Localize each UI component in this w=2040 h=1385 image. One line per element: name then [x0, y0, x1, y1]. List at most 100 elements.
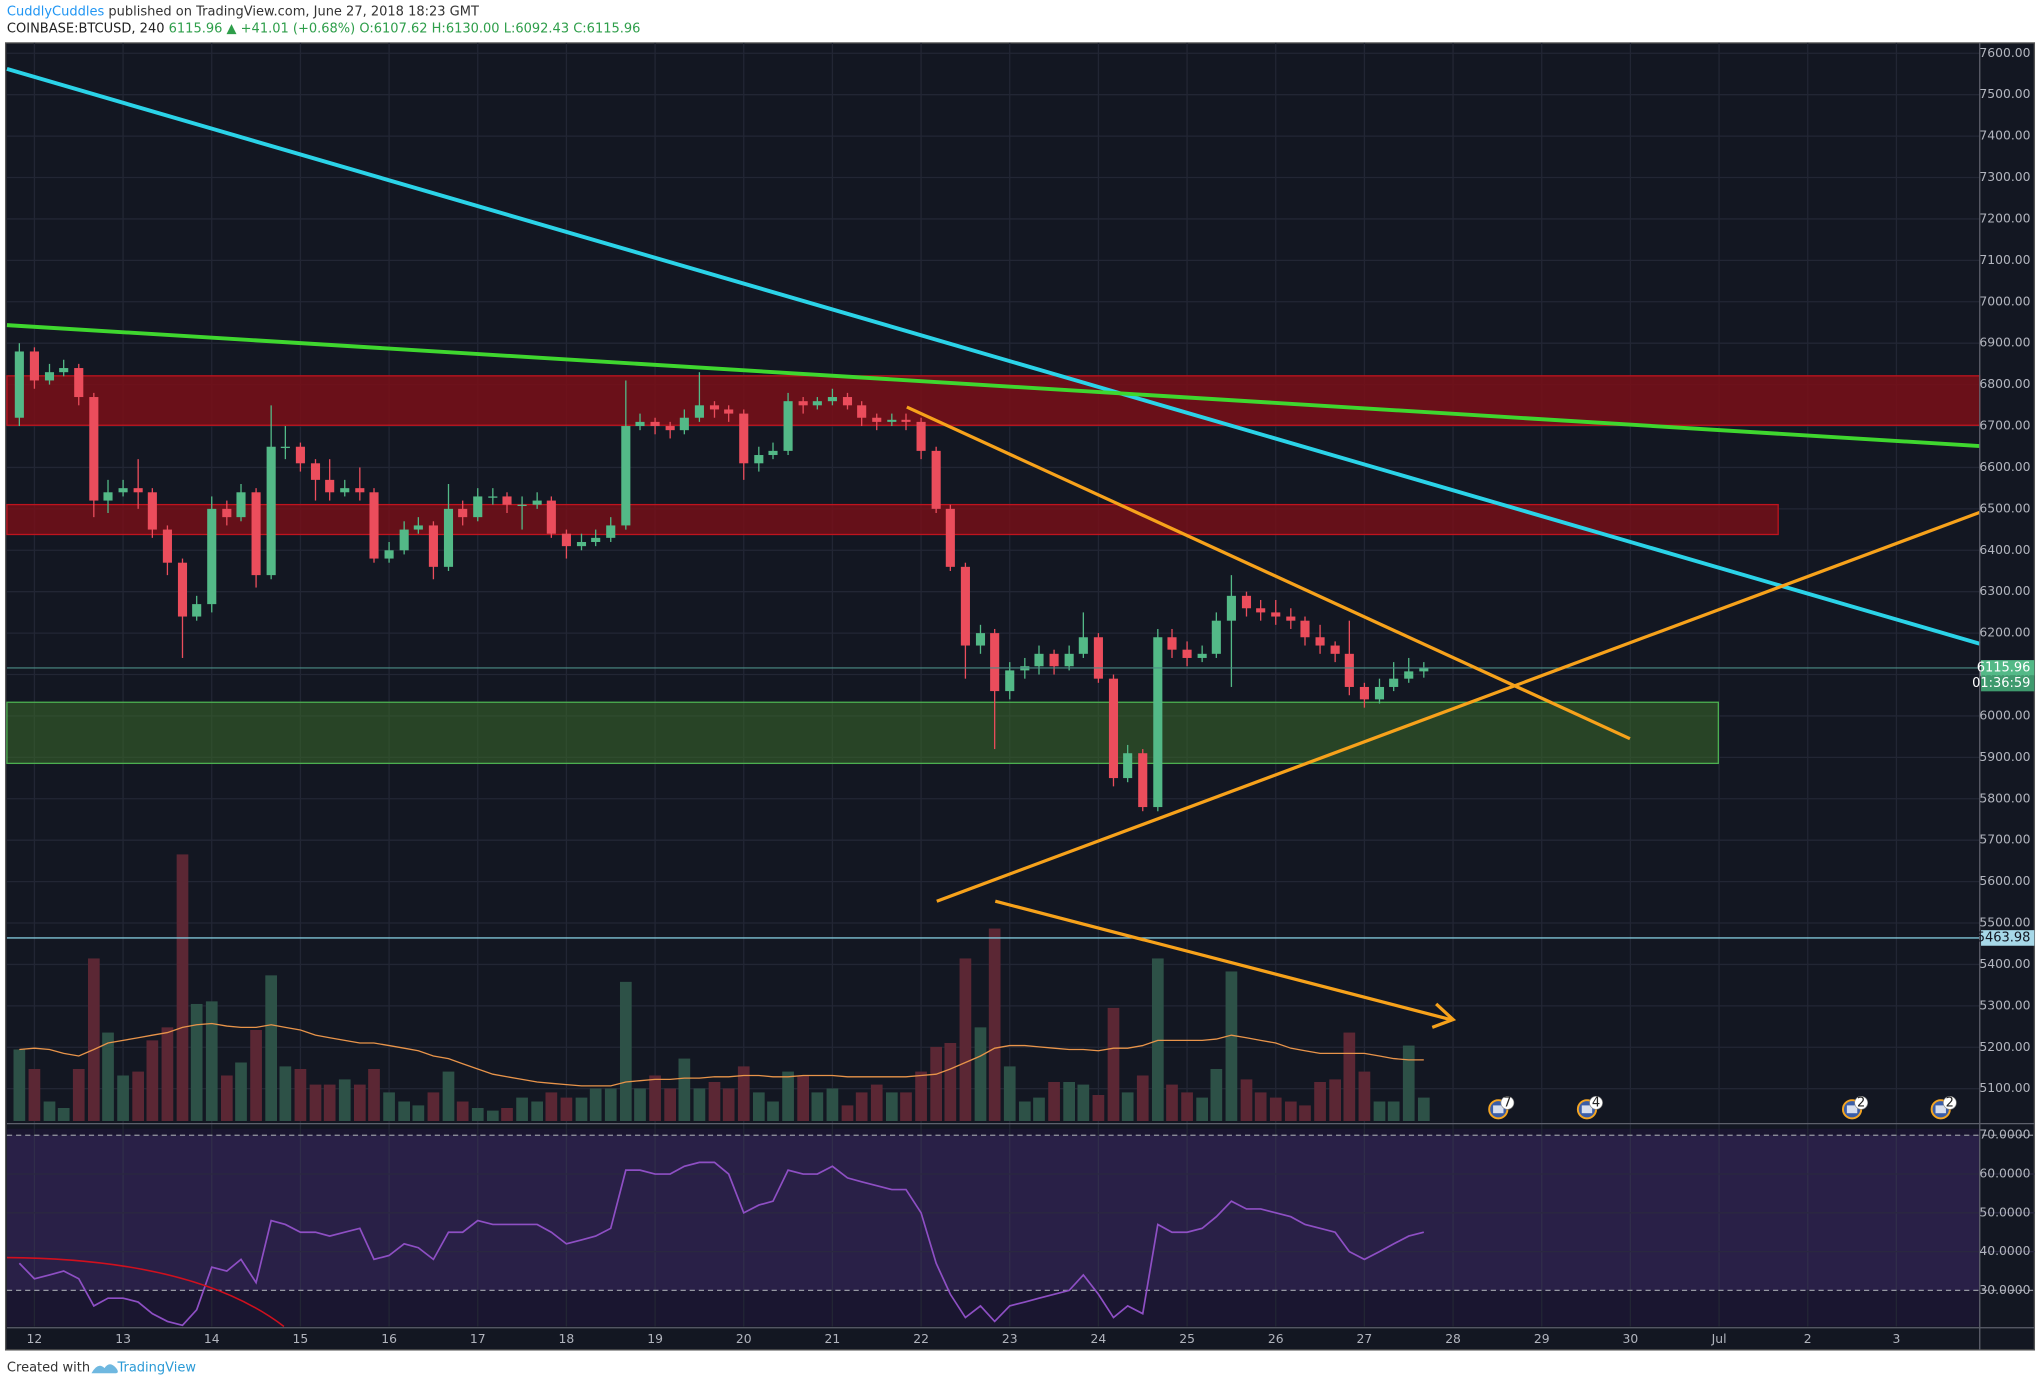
- candle-body: [606, 525, 616, 538]
- candle-body: [1153, 637, 1163, 808]
- volume-bar: [456, 1101, 469, 1122]
- x-tick-label: 23: [1002, 1332, 1018, 1346]
- volume-ma-line: [19, 1022, 1424, 1087]
- candle-body: [1359, 686, 1369, 700]
- candle-body: [1167, 637, 1177, 650]
- volume-bar: [353, 1084, 366, 1122]
- grid: [6, 42, 2035, 1327]
- candle-body: [59, 368, 69, 373]
- candle-body: [783, 401, 793, 451]
- volume-bar: [87, 958, 100, 1122]
- event-flag: [1493, 1105, 1504, 1114]
- footer: [0, 1351, 2040, 1385]
- candle-body: [340, 488, 350, 493]
- candle-body: [1182, 649, 1192, 658]
- volume-bar: [634, 1088, 646, 1122]
- volume-bar: [1358, 1071, 1371, 1122]
- ohlc: O:6107.62 H:6130.00 L:6092.43 C:6115.96: [359, 21, 640, 36]
- volume-bar: [900, 1092, 912, 1122]
- volume-bar: [988, 928, 1001, 1122]
- volume-bar: [575, 1097, 588, 1122]
- candle-body: [192, 604, 202, 617]
- y-tick-label: 7300.00: [1979, 170, 2030, 184]
- rsi-tick-label: 40.0000: [1979, 1244, 2030, 1258]
- volume-bar: [708, 1081, 721, 1122]
- volume-bar: [811, 1092, 824, 1122]
- candle-body: [74, 368, 84, 398]
- volume-bar: [915, 1071, 927, 1122]
- volume-bar: [323, 1084, 336, 1122]
- volume-bar: [885, 1092, 898, 1122]
- y-tick-label: 7200.00: [1979, 211, 2030, 225]
- volume-bar: [161, 1027, 174, 1122]
- candle-body: [931, 450, 941, 509]
- volume-bar: [1417, 1097, 1430, 1122]
- rsi-panel: [6, 1128, 1980, 1327]
- candle-body: [1241, 595, 1252, 609]
- candle-body: [236, 492, 246, 518]
- candle-body: [990, 633, 1000, 692]
- candle-body: [1300, 620, 1310, 638]
- volume-bar: [205, 1001, 218, 1122]
- y-tick-label: 6300.00: [1979, 584, 2030, 598]
- x-tick-label: 18: [559, 1332, 575, 1346]
- alert-label: 5463.98: [1977, 930, 2031, 945]
- author[interactable]: CuddlyCuddles: [7, 4, 105, 19]
- candle-body: [517, 504, 527, 507]
- candle-body: [1064, 653, 1074, 667]
- event-badge: [1589, 1095, 1603, 1110]
- candle-body: [428, 525, 438, 567]
- volume-bar: [102, 1032, 114, 1122]
- y-tick-label: 5500.00: [1979, 916, 2030, 930]
- x-tick-label: 19: [647, 1332, 663, 1346]
- candle-body: [768, 450, 778, 456]
- candle-body: [1374, 686, 1385, 700]
- volume-bar: [72, 1068, 85, 1122]
- candle-body: [207, 508, 217, 605]
- candle-body: [724, 409, 734, 414]
- candle-body: [29, 351, 39, 381]
- candle-body: [1005, 670, 1015, 692]
- x-tick-label: 13: [115, 1332, 131, 1346]
- event-count: 2: [1946, 1095, 1954, 1110]
- event-badge: [1854, 1095, 1868, 1110]
- x-tick-label: 15: [293, 1332, 309, 1346]
- y-tick-label: 7000.00: [1979, 294, 2030, 308]
- y-tick-label: 5200.00: [1979, 1040, 2030, 1054]
- volume-bar: [43, 1101, 56, 1122]
- candle-body: [754, 455, 764, 464]
- volume-bar: [737, 1066, 750, 1122]
- volume-bar: [752, 1092, 765, 1122]
- candle-body: [812, 401, 822, 406]
- y-tick-label: 7600.00: [1979, 46, 2030, 60]
- volume-bar: [589, 1088, 602, 1122]
- candle-body: [14, 351, 24, 418]
- volume-bar: [1254, 1092, 1267, 1122]
- x-tick-label: 14: [204, 1332, 220, 1346]
- y-tick-label: 5600.00: [1979, 874, 2030, 888]
- candle-body: [310, 463, 321, 480]
- footer-brand[interactable]: TradingView: [116, 1361, 196, 1376]
- candle-body: [1315, 637, 1325, 646]
- event-flag: [1846, 1105, 1858, 1114]
- rsi-tick-label: 50.0000: [1979, 1205, 2030, 1219]
- candle-body: [295, 446, 305, 464]
- volume-bar: [870, 1084, 883, 1122]
- volume-bar: [117, 1075, 129, 1122]
- candle-body: [827, 397, 837, 402]
- volume-bar: [1092, 1094, 1105, 1122]
- volume-bar: [1387, 1101, 1400, 1122]
- trend-line: [936, 510, 1981, 903]
- candle-body: [1138, 753, 1148, 808]
- candle-body: [1049, 653, 1059, 667]
- candle-body: [488, 496, 498, 498]
- countdown-label: 01:36:59: [1972, 676, 2030, 691]
- volume-bar: [28, 1068, 41, 1122]
- volume-bar: [279, 1066, 292, 1122]
- last-price-label: 6115.96: [1977, 660, 2031, 675]
- x-tick-label: 2: [1804, 1332, 1812, 1346]
- volume-bar: [471, 1108, 484, 1122]
- volume-bar: [57, 1108, 70, 1122]
- volume-bar: [531, 1101, 544, 1122]
